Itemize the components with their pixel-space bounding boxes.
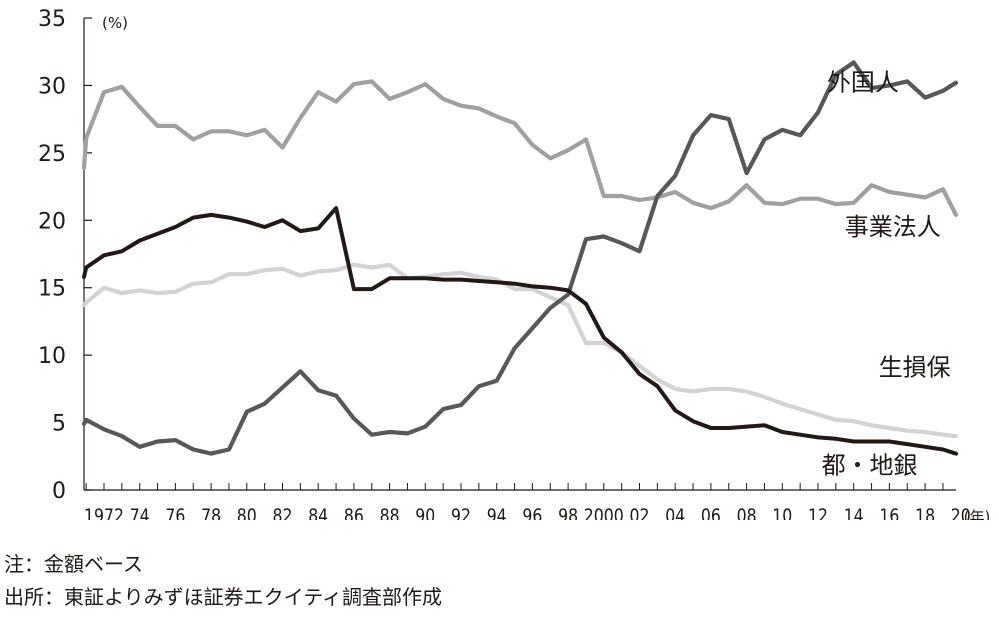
x-axis: 1972 74 76 78 80 82 84 86 88 90 92 94 96 98 2000 02 04 06… [84,483,990,520]
series-label-1: 外国人 [827,69,899,97]
x-tick-label: 74 [130,505,150,520]
y-tick-label: 15 [38,277,66,302]
x-tick-label: 02 [630,505,650,520]
x-tick-label: 98 [558,505,578,520]
x-tick-label: 92 [451,505,471,520]
x-tick-label: 94 [487,505,507,520]
note-basis: 注：金額ベース [4,552,143,576]
x-tick-label: 18 [915,505,935,520]
x-tick-label: 84 [308,505,328,520]
x-tick-label: 86 [344,505,364,520]
y-tick-label: 0 [52,479,66,504]
series-line-4 [82,206,958,456]
x-tick-label: 88 [380,505,400,520]
y-tick-label: 30 [38,74,66,99]
series-lines [81,60,959,456]
x-tick-label: 10 [772,505,792,520]
series-line-1 [81,60,959,456]
series-label-4: 都・地銀 [822,452,918,480]
line-chart: 0 5 10 15 20 25 30 35 (%) 1972 74 76 78 80 82 84 86 88 90… [38,7,990,520]
series-line-2 [81,79,959,217]
x-tick-label: 1972 [84,505,124,520]
y-unit-label: (%) [102,14,128,32]
y-tick-label: 25 [38,142,66,167]
x-tick-label: 06 [701,505,721,520]
x-tick-label: 2000 [584,505,624,520]
x-tick-label: 78 [201,505,221,520]
x-tick-label: 76 [165,505,185,520]
y-tick-label: 10 [38,344,66,369]
x-tick-label: 04 [665,505,685,520]
x-tick-label: 80 [237,505,257,520]
x-tick-label: 82 [273,505,293,520]
series-label-2: 事業法人 [845,213,941,241]
x-tick-label: 12 [808,505,828,520]
y-tick-label: 35 [38,7,66,32]
x-tick-label: 08 [737,505,757,520]
y-tick-label: 20 [38,209,66,234]
chart-canvas: 0 5 10 15 20 25 30 35 (%) 1972 74 76 78 80 82 84 86 88 90… [38,7,990,520]
footnotes: 注：金額ベース 出所：東証よりみずほ証券エクイティ調査部作成 [4,548,442,614]
y-axis: 0 5 10 15 20 25 30 35 (%) [38,7,128,504]
x-tick-label: 96 [522,505,542,520]
series-line-3 [81,262,959,439]
note-source: 出所：東証よりみずほ証券エクイティ調査部作成 [4,585,442,609]
x-tick-label: 14 [844,505,864,520]
x-tick-label: 16 [879,505,899,520]
x-tick-label: 20 [951,505,971,520]
y-tick-label: 5 [52,412,66,437]
series-label-3: 生損保 [879,353,951,381]
x-tick-label: 90 [415,505,435,520]
x-unit-label: (年) [964,508,991,520]
